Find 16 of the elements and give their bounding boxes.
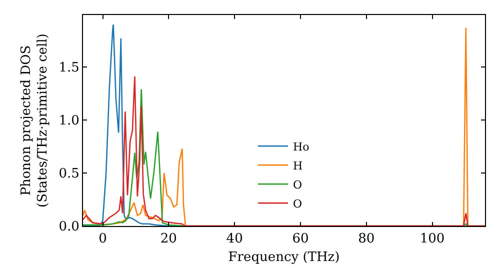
legend-label: O — [293, 178, 302, 192]
x-tick-label: 0 — [98, 232, 107, 247]
y-tick-label: 0.0 — [58, 220, 80, 235]
x-tick-label: 80 — [358, 232, 375, 247]
x-axis-title: Frequency (THz) — [228, 250, 340, 266]
legend-label: O — [293, 197, 302, 210]
x-tick-label: 40 — [226, 232, 243, 247]
y-tick-label: 0.5 — [58, 166, 80, 182]
legend-label: H — [293, 159, 303, 172]
y-tick-label: 1.0 — [58, 114, 80, 129]
y-axis-title: Phonon projected DOS (States/THz·primitive cell) — [18, 33, 51, 208]
x-tick-label: 100 — [420, 232, 445, 247]
y-tick-label: 1.5 — [58, 60, 80, 76]
x-tick-label: 60 — [292, 232, 309, 247]
legend-label: Ho — [293, 140, 310, 154]
x-tick-label: 20 — [160, 232, 177, 247]
